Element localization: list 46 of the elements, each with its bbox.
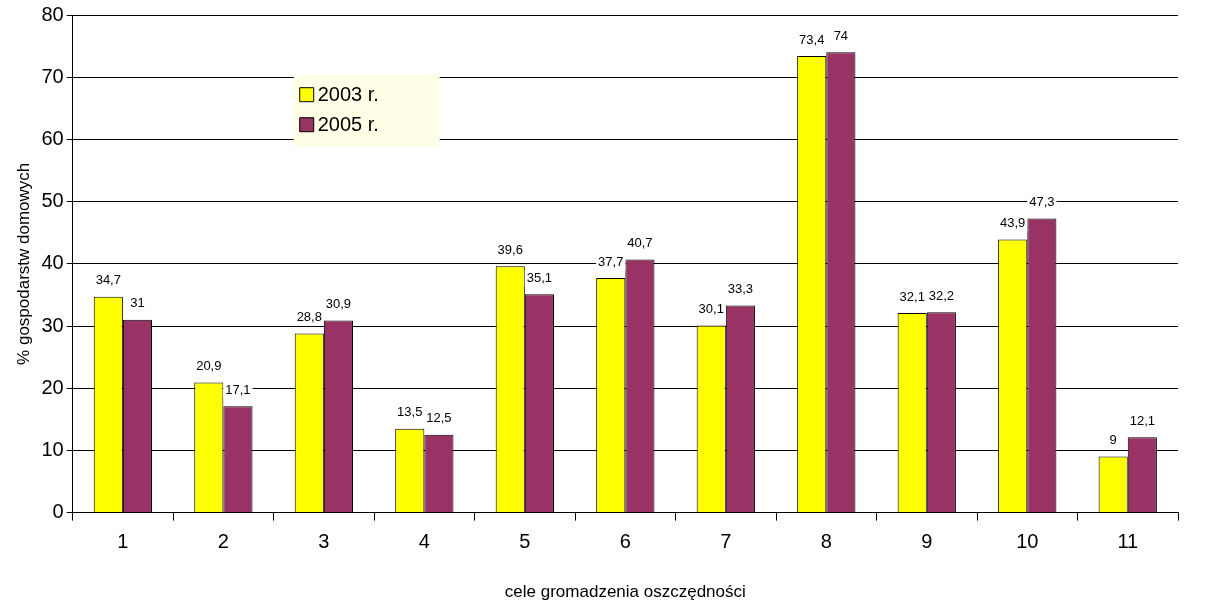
x-tick-label: 5 (519, 530, 531, 553)
data-label: 40,7 (627, 235, 653, 251)
data-label: 13,5 (397, 404, 423, 420)
x-tick-label: 2 (217, 530, 229, 553)
y-axis-title: % gospodarstw domowych (13, 162, 33, 365)
data-label: 28,8 (296, 309, 322, 325)
y-tick-label: 10 (41, 437, 64, 460)
y-tick-label: 80 (41, 2, 64, 25)
x-tick-label: 3 (318, 530, 330, 553)
x-tick-label: 8 (820, 530, 832, 553)
data-label: 30,9 (325, 295, 352, 311)
x-tick-label: 7 (720, 530, 732, 553)
data-label: 12,1 (1129, 412, 1155, 428)
data-label: 33,3 (727, 281, 754, 297)
data-label: 47,3 (1029, 193, 1055, 209)
y-tick-label: 60 (41, 126, 64, 149)
data-label: 74 (833, 27, 849, 43)
data-label: 30,1 (698, 300, 724, 316)
data-label: 31 (130, 295, 145, 311)
data-label: 17,1 (225, 381, 251, 397)
data-label: 39,6 (497, 241, 523, 257)
x-axis-title: cele gromadzenia oszczędności (504, 582, 746, 602)
x-tick-label: 11 (1117, 530, 1139, 553)
data-label: 34,7 (95, 272, 121, 288)
legend-label: 2003 r. (317, 83, 379, 106)
data-label: 20,9 (196, 358, 222, 374)
y-tick-label: 0 (52, 500, 64, 523)
data-label: 9 (1109, 432, 1117, 448)
data-label: 73,4 (799, 31, 825, 47)
y-tick-label: 20 (41, 375, 64, 398)
y-tick-label: 30 (41, 313, 64, 336)
x-tick-label: 6 (619, 530, 631, 553)
y-tick-label: 40 (41, 251, 64, 274)
y-tick-label: 70 (41, 64, 64, 87)
data-label: 35,1 (526, 269, 553, 285)
y-tick-label: 50 (41, 189, 64, 212)
x-tick-label: 10 (1016, 530, 1039, 553)
data-label: 32,2 (928, 287, 955, 303)
data-label: 43,9 (1000, 215, 1026, 231)
x-tick-label: 1 (117, 530, 129, 553)
data-label: 12,5 (426, 410, 452, 426)
data-label: 32,1 (899, 288, 925, 304)
x-tick-label: 9 (921, 530, 933, 553)
data-label: 37,7 (598, 253, 624, 269)
x-tick-label: 4 (418, 530, 430, 553)
legend-label: 2005 r. (317, 113, 379, 136)
